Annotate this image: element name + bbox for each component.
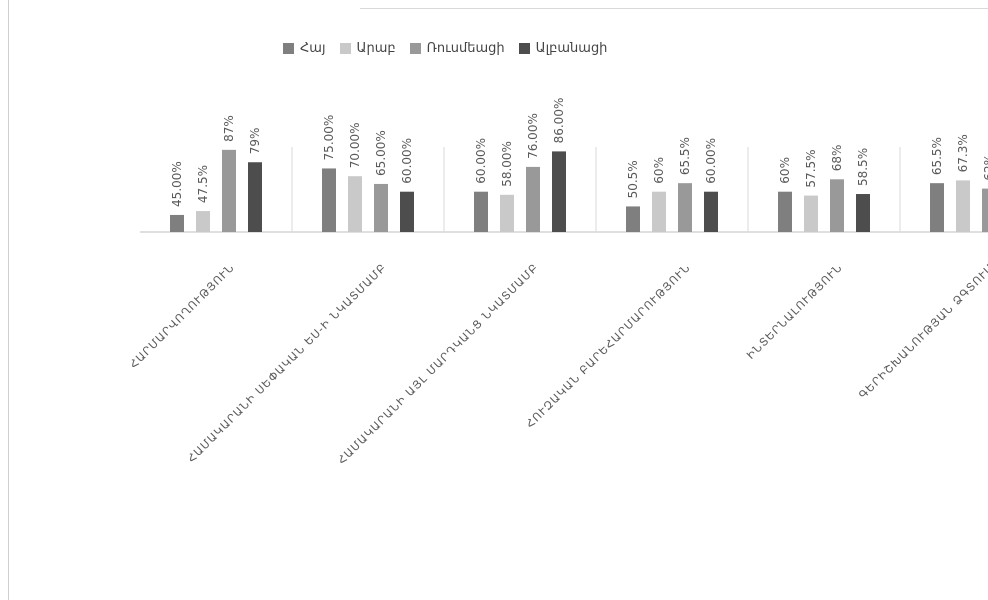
bar: [500, 194, 514, 232]
bar: [348, 176, 362, 232]
legend-item: Ռուսմեացի: [409, 40, 505, 56]
data-label: 79%: [248, 128, 262, 155]
bar: [778, 191, 792, 232]
bar: [956, 180, 970, 232]
bar: [552, 151, 566, 232]
data-label: 45.00%: [170, 161, 184, 207]
category-label: ՀԱՐՄԱՐՎՈՂՈՒԹՅՈՒՆ: [127, 261, 237, 371]
bar: [652, 191, 666, 232]
legend-label: Ռուսմեացի: [426, 40, 505, 56]
legend: Հայ Արաբ Ռուսմեացի Ալբանացի: [283, 38, 621, 58]
data-label: 62%: [982, 154, 988, 181]
bar: [678, 183, 692, 232]
legend-item: Արաբ: [339, 40, 396, 56]
bar: [626, 206, 640, 232]
bar: [830, 179, 844, 232]
data-label: 50.5%: [626, 160, 640, 198]
legend-label: Արաբ: [356, 40, 396, 56]
data-label: 87%: [222, 115, 236, 142]
plot-border-left: [8, 0, 9, 600]
data-label: 76.00%: [526, 113, 540, 159]
data-label: 67.3%: [956, 134, 970, 172]
bar: [374, 183, 388, 232]
data-label: 60.00%: [704, 138, 718, 184]
bar: [248, 162, 262, 232]
bar: [526, 166, 540, 232]
data-label: 86.00%: [552, 98, 566, 144]
category-label: ԻՆՏԵՐՆԱԼՈՒԹՅՈՒՆ: [744, 261, 845, 362]
bar: [170, 214, 184, 232]
bar: [322, 168, 336, 232]
data-label: 65.5%: [930, 137, 944, 175]
legend-swatch: [409, 42, 421, 54]
category-label: ԳԵՐԻՇԽԱՆՈՒԹՅԱՆ ՁԳՏՈՒՄ: [856, 261, 988, 402]
data-label: 60%: [652, 157, 666, 184]
data-label: 47.5%: [196, 165, 210, 203]
data-label: 65.5%: [678, 137, 692, 175]
data-label: 58.00%: [500, 141, 514, 187]
data-label: 60%: [778, 157, 792, 184]
legend-item: Ալբանացի: [518, 40, 608, 56]
bar: [400, 191, 414, 232]
data-label: 58.5%: [856, 148, 870, 186]
legend-swatch: [283, 42, 294, 54]
category-label: ՀՈՒԶԱԿԱՆ ԲԱՐԵՀԱՐՄԱՐՈՒԹՅՈՒՆ: [523, 261, 693, 431]
bar: [474, 191, 488, 232]
bar: [196, 211, 210, 232]
bar: [804, 195, 818, 232]
legend-label: Հայ: [300, 40, 326, 56]
bar: [930, 183, 944, 232]
legend-item: Հայ: [283, 41, 326, 56]
bar: [704, 191, 718, 232]
data-label: 68%: [830, 145, 844, 172]
data-label: 65.00%: [374, 130, 388, 176]
data-label: 57.5%: [804, 149, 818, 187]
data-label: 70.00%: [348, 122, 362, 168]
plot-border-top: [360, 8, 988, 9]
legend-label: Ալբանացի: [535, 40, 608, 56]
bar: [222, 149, 236, 232]
data-label: 60.00%: [400, 138, 414, 184]
data-label: 60.00%: [474, 138, 488, 184]
bar: [982, 188, 988, 232]
legend-swatch: [339, 42, 351, 54]
bar: [856, 194, 870, 232]
data-label: 75.00%: [322, 115, 336, 161]
legend-swatch: [518, 42, 530, 54]
